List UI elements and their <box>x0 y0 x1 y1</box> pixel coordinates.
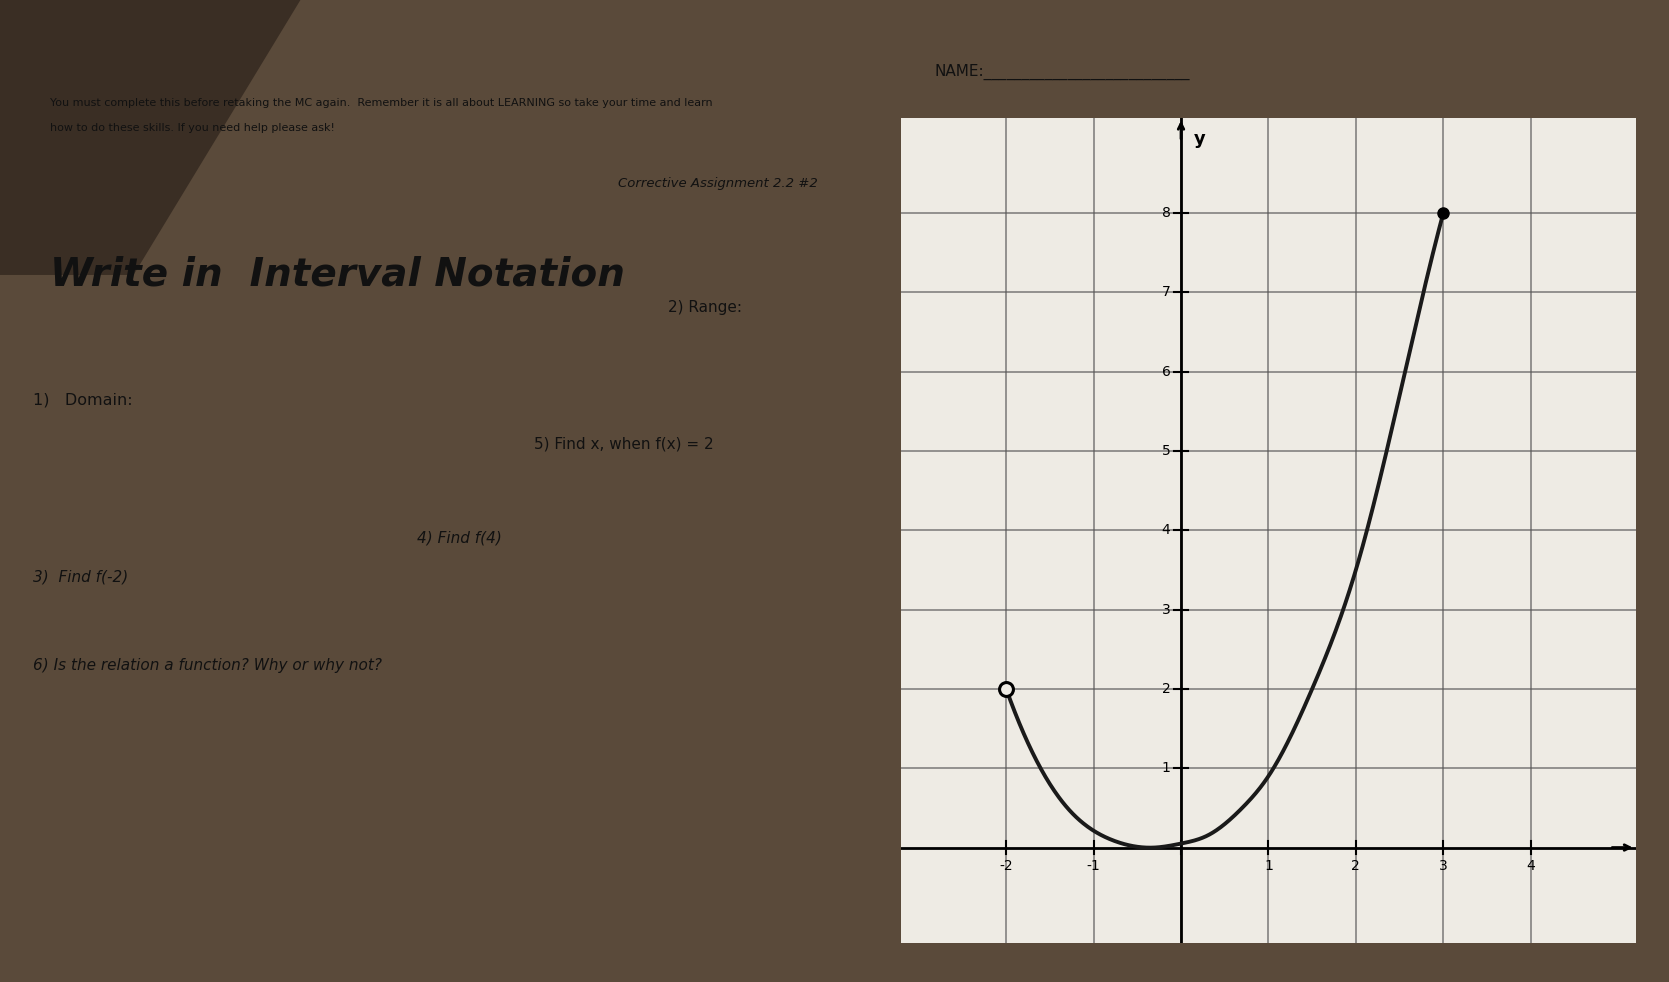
Text: 4) Find f(4): 4) Find f(4) <box>417 530 502 545</box>
Text: 1: 1 <box>1263 859 1273 873</box>
Text: y: y <box>1193 130 1207 147</box>
Text: 4: 4 <box>1162 523 1170 537</box>
Text: how to do these skills. If you need help please ask!: how to do these skills. If you need help… <box>50 123 335 133</box>
Text: 5) Find x, when f(x) = 2: 5) Find x, when f(x) = 2 <box>534 437 714 452</box>
Text: 2: 2 <box>1162 682 1170 696</box>
Text: -1: -1 <box>1087 859 1100 873</box>
Text: Corrective Assignment 2.2 #2: Corrective Assignment 2.2 #2 <box>618 177 818 190</box>
Text: 7: 7 <box>1162 286 1170 300</box>
Text: You must complete this before retaking the MC again.  Remember it is all about L: You must complete this before retaking t… <box>50 98 713 108</box>
Text: 3: 3 <box>1439 859 1447 873</box>
Text: 2: 2 <box>1352 859 1360 873</box>
Text: 3)  Find f(-2): 3) Find f(-2) <box>33 570 129 584</box>
Polygon shape <box>0 0 300 275</box>
Text: 6) Is the relation a function? Why or why not?: 6) Is the relation a function? Why or wh… <box>33 658 382 673</box>
Text: 3: 3 <box>1162 603 1170 617</box>
Text: 6: 6 <box>1162 364 1170 379</box>
Text: NAME:___________________________: NAME:___________________________ <box>935 64 1190 81</box>
Text: 4: 4 <box>1527 859 1535 873</box>
Text: Write in  Interval Notation: Write in Interval Notation <box>50 255 624 294</box>
Text: 8: 8 <box>1162 206 1170 220</box>
Text: -2: -2 <box>1000 859 1013 873</box>
Text: 5: 5 <box>1162 444 1170 458</box>
Text: 1)   Domain:: 1) Domain: <box>33 393 134 408</box>
Text: 2) Range:: 2) Range: <box>668 300 741 314</box>
Text: 1: 1 <box>1162 761 1170 775</box>
